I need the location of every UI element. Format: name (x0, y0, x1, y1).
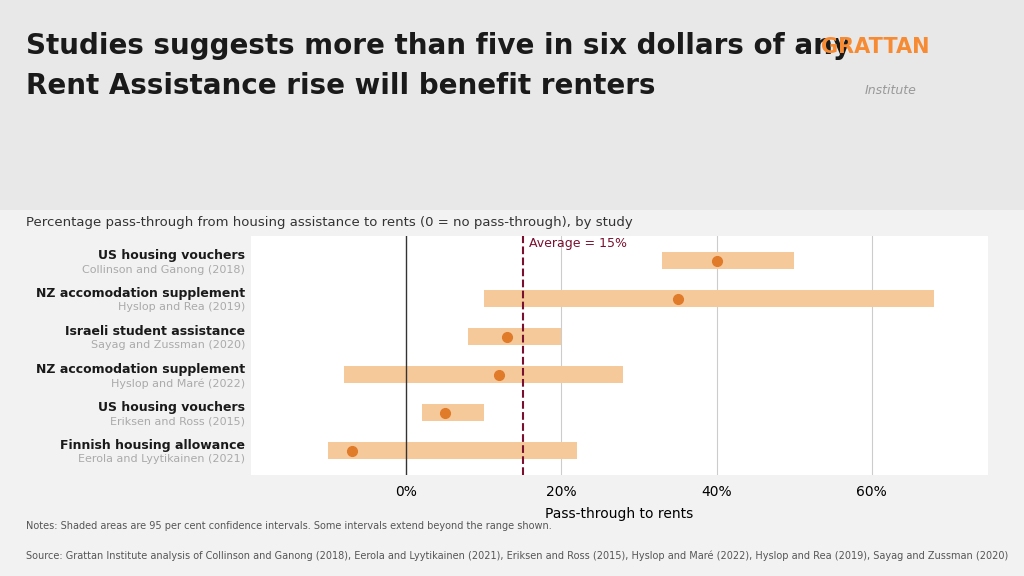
Text: Hyslop and Rea (2019): Hyslop and Rea (2019) (118, 302, 245, 313)
Bar (422, 404, 483, 421)
Bar (329, 442, 577, 459)
Text: Rent Assistance rise will benefit renters: Rent Assistance rise will benefit renter… (26, 72, 655, 100)
Text: NZ accomodation supplement: NZ accomodation supplement (36, 287, 245, 300)
Text: Source: Grattan Institute analysis of Collinson and Ganong (2018), Eerola and Ly: Source: Grattan Institute analysis of Co… (26, 550, 1008, 560)
Text: NZ accomodation supplement: NZ accomodation supplement (36, 363, 245, 376)
Text: Notes: Shaded areas are 95 per cent confidence intervals. Some intervals extend : Notes: Shaded areas are 95 per cent conf… (26, 521, 551, 531)
Bar (663, 252, 795, 269)
X-axis label: Pass-through to rents: Pass-through to rents (546, 507, 693, 521)
Text: US housing vouchers: US housing vouchers (98, 401, 245, 414)
Text: Sayag and Zussman (2020): Sayag and Zussman (2020) (90, 340, 245, 350)
Bar (483, 290, 934, 307)
Text: Institute: Institute (865, 84, 916, 97)
Text: Average = 15%: Average = 15% (528, 237, 627, 251)
Bar (468, 328, 561, 345)
Text: GRATTAN: GRATTAN (821, 37, 930, 58)
Text: Eriksen and Ross (2015): Eriksen and Ross (2015) (110, 416, 245, 426)
Text: Eerola and Lyytikainen (2021): Eerola and Lyytikainen (2021) (78, 454, 245, 464)
Bar (344, 366, 624, 383)
Text: Collinson and Ganong (2018): Collinson and Ganong (2018) (82, 264, 245, 275)
Text: Studies suggests more than five in six dollars of any: Studies suggests more than five in six d… (26, 32, 851, 60)
Text: Percentage pass-through from housing assistance to rents (0 = no pass-through), : Percentage pass-through from housing ass… (26, 216, 633, 229)
Text: Israeli student assistance: Israeli student assistance (65, 325, 245, 338)
Text: Finnish housing allowance: Finnish housing allowance (60, 439, 245, 452)
Text: Hyslop and Maré (2022): Hyslop and Maré (2022) (111, 378, 245, 389)
Text: US housing vouchers: US housing vouchers (98, 249, 245, 262)
